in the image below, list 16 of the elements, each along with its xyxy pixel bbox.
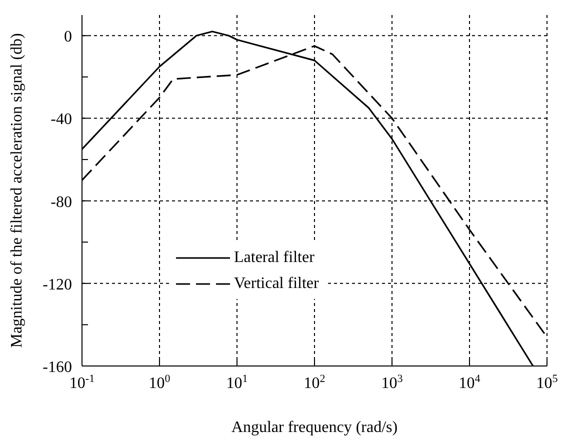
x-axis-title: Angular frequency (rad/s)	[231, 419, 398, 436]
y-tick-label: -40	[50, 111, 72, 128]
x-tick-label: 10$^{3}$	[381, 373, 404, 392]
x-tick-label: 10$^{5}$	[536, 373, 558, 392]
y-axis-title: Magnitude of the filtered acceleration signal (db)	[8, 33, 26, 348]
y-tick-label: -80	[50, 194, 72, 211]
x-tick-label: 10$^{0}$	[148, 373, 171, 392]
legend-label: Vertical filter	[234, 275, 319, 293]
y-tick-label: -160	[42, 359, 72, 376]
x-tick-label: 10$^{4}$	[458, 373, 481, 392]
y-tick-label: -120	[42, 276, 72, 294]
legend-label: Lateral filter	[234, 249, 314, 267]
x-tick-label: 10$^{-1}$	[69, 373, 95, 392]
x-tick-label: 10$^{1}$	[226, 373, 248, 392]
y-tick-label: 0	[64, 28, 72, 46]
x-tick-label: 10$^{2}$	[304, 373, 326, 392]
